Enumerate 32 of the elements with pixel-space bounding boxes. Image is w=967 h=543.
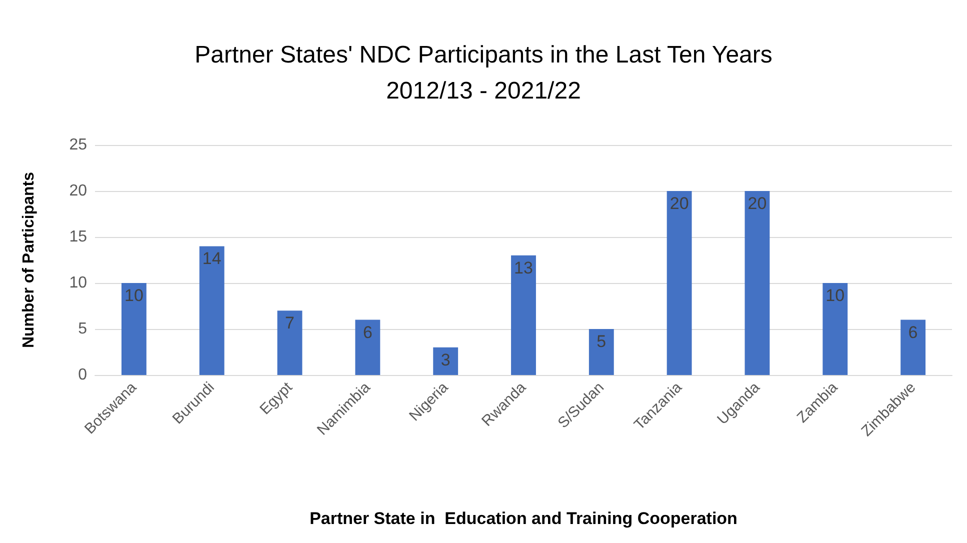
bar (666, 191, 692, 375)
y-tick-label: 0 (78, 366, 88, 384)
data-label: 20 (748, 194, 767, 213)
bar (511, 255, 536, 375)
data-label: 14 (202, 249, 222, 268)
data-label: 7 (285, 314, 295, 333)
data-label: 13 (514, 258, 533, 278)
bar (433, 347, 458, 375)
y-tick-label: 10 (69, 274, 88, 292)
chart-title: Partner States' NDC Participants in the Last Ten Years (194, 42, 772, 68)
bar (121, 283, 146, 375)
y-tick-label: 15 (69, 228, 88, 246)
y-tick-label: 25 (69, 136, 88, 154)
y-axis-title: Number of Participants (20, 172, 38, 348)
y-tick-label: 5 (78, 320, 88, 338)
data-label: 10 (826, 286, 845, 305)
x-axis-title: Partner State in Education and Training Cooperation (310, 509, 738, 528)
data-label: 5 (596, 332, 606, 351)
bar (822, 283, 848, 375)
data-label: 6 (362, 322, 372, 342)
y-tick-label: 20 (69, 182, 88, 200)
bar (900, 320, 926, 375)
bar (355, 320, 380, 375)
bar (588, 329, 614, 375)
bar (277, 310, 302, 375)
data-label: 6 (908, 322, 918, 342)
bar (744, 191, 770, 375)
data-label: 10 (124, 286, 144, 305)
chart-subtitle: 2012/13 - 2021/22 (386, 78, 581, 104)
data-label: 20 (670, 194, 689, 213)
data-label: 3 (440, 350, 450, 370)
bar (199, 246, 224, 375)
